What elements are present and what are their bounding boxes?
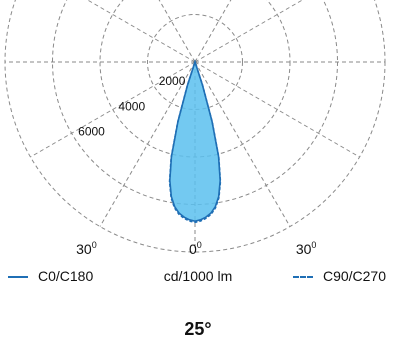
beam-angle-label: 25°	[184, 319, 212, 339]
spoke-240	[86, 0, 196, 63]
angle-tick-labels: 300 00 300	[76, 240, 316, 257]
legend-c90-c270: C90/C270	[292, 266, 386, 286]
spoke--30	[99, 61, 196, 227]
spoke-60	[194, 61, 360, 158]
angle-label-superscript: 0	[311, 240, 316, 250]
solid-line-swatch	[8, 276, 28, 279]
ring-2000	[147, 14, 243, 110]
spoke-210	[158, 0, 196, 63]
unit-label: cd/1000 lm	[163, 268, 233, 284]
legend-unit: cd/1000 lm	[0, 266, 396, 286]
radial-tick-label-4000: 4000	[118, 99, 145, 113]
spoke-120	[194, 0, 304, 63]
angle-label-1: 00	[189, 240, 202, 257]
angle-label-superscript: 0	[92, 240, 97, 250]
radial-tick-labels: 2000 4000 6000	[78, 74, 186, 138]
radial-tick-label-2000: 2000	[159, 74, 186, 88]
radial-tick-label-6000: 6000	[78, 125, 105, 139]
series-c90-c270-curve	[168, 59, 222, 224]
legend-c90-c270-label: C90/C270	[322, 268, 386, 284]
angle-label-superscript: 0	[197, 240, 202, 250]
dashed-line-swatch	[292, 276, 313, 279]
angle-label-0: 300	[76, 240, 97, 257]
legend-c0-c180-label: C0/C180	[38, 268, 94, 284]
angle-label-2: 300	[296, 240, 317, 257]
spoke-150	[194, 0, 232, 63]
spoke--60	[30, 61, 196, 158]
spoke-30	[194, 61, 291, 227]
legend-c0-c180: C0/C180	[8, 266, 93, 286]
intensity-curves	[168, 59, 222, 224]
